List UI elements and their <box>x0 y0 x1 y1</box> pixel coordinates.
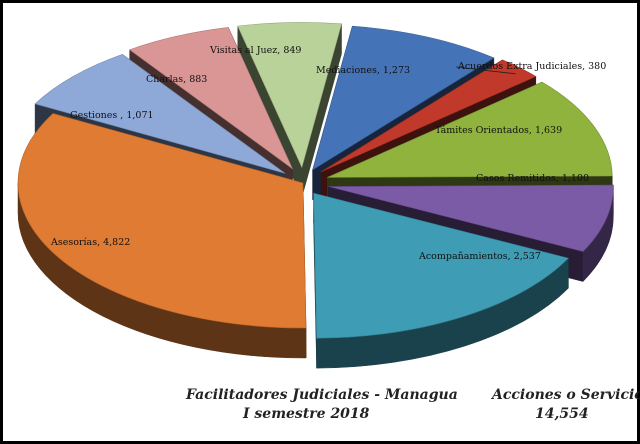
data-label: Gestiones , 1,071 <box>70 110 154 121</box>
data-label: Acompañamientos, 2,537 <box>418 251 541 262</box>
footer-total-label: Acciones o Servicios <box>492 387 640 403</box>
data-label: Visitas al Juez, 849 <box>209 45 301 56</box>
footer-total-value: 14,554 <box>535 406 589 422</box>
data-label: Charlas, 883 <box>146 74 207 85</box>
slice-top <box>327 81 613 178</box>
slice-top <box>237 22 342 169</box>
data-label: Támites Orientados, 1,639 <box>435 125 562 136</box>
slice-top <box>128 27 294 170</box>
slice-asesor-as <box>17 113 307 359</box>
data-label: Asesorías, 4,822 <box>50 237 130 248</box>
label-leader-line <box>455 66 516 75</box>
slice-top <box>313 192 569 339</box>
slice-top <box>312 25 495 171</box>
pie-chart: Mediaciones, 1,273 Acuerdos Extra Judicia… <box>17 22 614 369</box>
slice-acompa-amientos <box>313 192 569 369</box>
slice-top <box>320 59 537 173</box>
data-label: Mediaciones, 1,273 <box>316 65 410 76</box>
slice-top <box>328 184 614 252</box>
data-label: Casos Remitidos, 1,100 <box>476 173 589 184</box>
slice-top <box>17 113 307 329</box>
footer-title: Facilitadores Judiciales - Managua <box>186 387 458 403</box>
slice-top <box>34 54 286 174</box>
data-label: Acuerdos Extra Judiciales, 380 <box>457 61 606 72</box>
footer-period: I semestre 2018 <box>243 406 370 422</box>
